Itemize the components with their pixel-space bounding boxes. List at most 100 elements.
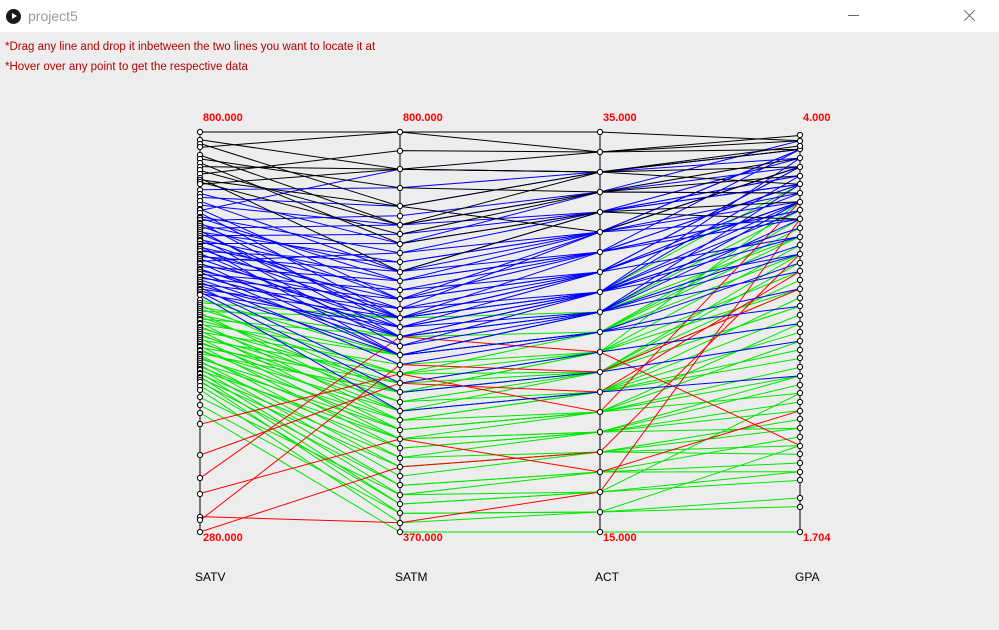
data-point[interactable]	[396, 388, 404, 396]
data-point[interactable]	[196, 401, 204, 409]
data-point[interactable]	[796, 241, 804, 249]
data-point[interactable]	[196, 386, 204, 394]
data-line-top-6[interactable]	[199, 162, 801, 245]
data-point[interactable]	[796, 433, 804, 441]
data-line-mid-36[interactable]	[199, 370, 801, 440]
data-line-high-7[interactable]	[199, 212, 801, 319]
data-line-high-27[interactable]	[199, 236, 801, 338]
data-point[interactable]	[796, 459, 804, 467]
data-point[interactable]	[396, 202, 404, 210]
data-line-mid-42[interactable]	[199, 381, 801, 487]
data-line-high-5[interactable]	[199, 201, 801, 300]
data-point[interactable]	[396, 268, 404, 276]
data-line-top-5[interactable]	[199, 157, 801, 193]
data-point[interactable]	[796, 337, 804, 345]
data-point[interactable]	[396, 519, 404, 527]
data-point[interactable]	[596, 308, 604, 316]
data-point[interactable]	[596, 468, 604, 476]
data-point[interactable]	[796, 528, 804, 536]
axis-name-act[interactable]: ACT	[595, 570, 620, 584]
data-line-top-12[interactable]	[199, 181, 801, 235]
data-line-high-46[interactable]	[199, 209, 801, 319]
data-point[interactable]	[396, 342, 404, 350]
data-point[interactable]	[796, 276, 804, 284]
data-point[interactable]	[396, 426, 404, 434]
data-line-mid-45[interactable]	[199, 392, 801, 496]
data-point[interactable]	[796, 267, 804, 275]
data-line-high-33[interactable]	[199, 201, 801, 310]
data-line-low-0[interactable]	[199, 201, 801, 425]
data-point[interactable]	[396, 147, 404, 155]
data-point[interactable]	[796, 233, 804, 241]
data-line-top-3[interactable]	[199, 131, 801, 153]
data-point[interactable]	[796, 163, 804, 171]
data-point[interactable]	[396, 491, 404, 499]
data-line-high-44[interactable]	[199, 183, 801, 338]
data-point[interactable]	[796, 137, 804, 145]
data-line-top-4[interactable]	[199, 154, 801, 226]
data-line-high-49[interactable]	[199, 201, 801, 328]
data-point[interactable]	[396, 463, 404, 471]
data-point[interactable]	[596, 488, 604, 496]
data-line-high-14[interactable]	[199, 183, 801, 229]
axis-name-gpa[interactable]: GPA	[795, 570, 819, 584]
data-line-mid-33[interactable]	[199, 364, 801, 477]
data-point[interactable]	[796, 215, 804, 223]
data-point[interactable]	[396, 379, 404, 387]
data-point[interactable]	[196, 451, 204, 459]
data-point[interactable]	[396, 230, 404, 238]
data-line-high-48[interactable]	[199, 291, 801, 394]
data-line-mid-24[interactable]	[199, 262, 801, 384]
data-line-mid-10[interactable]	[199, 270, 801, 375]
data-line-mid-3[interactable]	[199, 218, 801, 338]
data-point[interactable]	[596, 448, 604, 456]
data-point[interactable]	[196, 143, 204, 151]
data-line-low-2[interactable]	[199, 336, 801, 479]
data-point[interactable]	[796, 346, 804, 354]
data-line-top-11[interactable]	[199, 166, 801, 233]
data-point[interactable]	[796, 154, 804, 162]
data-point[interactable]	[396, 323, 404, 331]
data-point[interactable]	[796, 372, 804, 380]
data-point[interactable]	[396, 435, 404, 443]
data-point[interactable]	[796, 328, 804, 336]
data-line-mid-20[interactable]	[199, 253, 801, 375]
data-line-high-39[interactable]	[199, 227, 801, 328]
data-line-top-1[interactable]	[199, 139, 801, 170]
data-point[interactable]	[796, 259, 804, 267]
data-point[interactable]	[796, 250, 804, 258]
data-point[interactable]	[196, 528, 204, 536]
data-point[interactable]	[396, 333, 404, 341]
data-point[interactable]	[796, 302, 804, 310]
data-point[interactable]	[596, 508, 604, 516]
data-point[interactable]	[796, 450, 804, 458]
data-point[interactable]	[796, 398, 804, 406]
data-point[interactable]	[596, 168, 604, 176]
data-point[interactable]	[796, 415, 804, 423]
data-point[interactable]	[396, 221, 404, 229]
data-point[interactable]	[396, 249, 404, 257]
data-point[interactable]	[596, 228, 604, 236]
data-point[interactable]	[396, 416, 404, 424]
data-point[interactable]	[396, 184, 404, 192]
data-point[interactable]	[196, 474, 204, 482]
data-point[interactable]	[796, 442, 804, 450]
data-point[interactable]	[796, 285, 804, 293]
data-point[interactable]	[196, 291, 204, 299]
data-line-low-4[interactable]	[199, 218, 801, 524]
data-point[interactable]	[396, 240, 404, 248]
data-point[interactable]	[596, 348, 604, 356]
data-point[interactable]	[596, 408, 604, 416]
data-point[interactable]	[796, 389, 804, 397]
data-line-mid-46[interactable]	[199, 404, 801, 514]
data-point[interactable]	[396, 481, 404, 489]
data-point[interactable]	[796, 131, 804, 139]
data-line-high-43[interactable]	[199, 201, 801, 310]
data-point[interactable]	[196, 128, 204, 136]
data-point[interactable]	[396, 165, 404, 173]
data-line-mid-44[interactable]	[199, 389, 801, 524]
data-point[interactable]	[796, 468, 804, 476]
data-point[interactable]	[596, 148, 604, 156]
data-point[interactable]	[396, 528, 404, 536]
data-point[interactable]	[596, 368, 604, 376]
